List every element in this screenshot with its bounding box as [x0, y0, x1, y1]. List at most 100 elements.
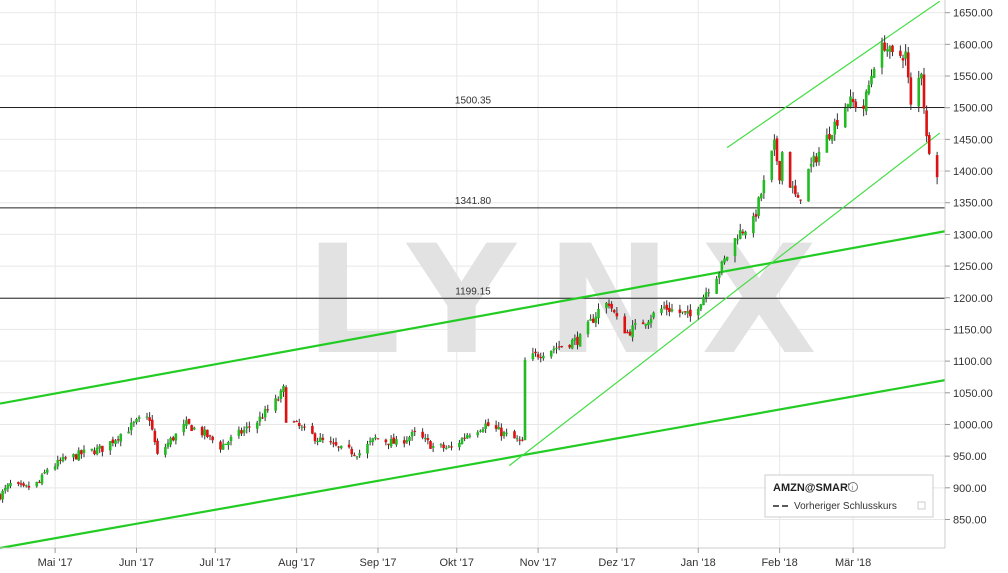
candle-body — [460, 438, 464, 445]
y-tick-label: 1150.00 — [953, 324, 992, 336]
candle-body — [762, 180, 766, 194]
candle-body — [906, 52, 910, 78]
candle-body — [276, 399, 280, 401]
candle-body — [19, 483, 23, 485]
candle-body — [22, 483, 25, 486]
y-tick-label: 1050.00 — [953, 388, 993, 400]
candle-body — [156, 440, 159, 454]
candle-body — [909, 77, 913, 105]
candle-body — [6, 484, 10, 489]
candle-body — [80, 450, 83, 455]
candle-body — [192, 427, 196, 430]
trend-line — [508, 132, 941, 467]
candle-body — [355, 456, 359, 458]
candle-body — [413, 430, 417, 432]
candle-body — [552, 348, 556, 351]
candle-body — [187, 418, 191, 424]
candle-body — [219, 441, 222, 450]
legend: AMZN@SMART i Vorheriger Schlusskurs — [764, 474, 934, 518]
candle-body — [586, 321, 590, 335]
candle-body — [576, 336, 579, 345]
candle-body — [45, 469, 49, 473]
candle-body — [148, 417, 151, 421]
candle-body — [851, 98, 855, 103]
candle-body — [200, 426, 204, 436]
candle-body — [0, 494, 2, 500]
candle-body — [846, 104, 850, 108]
candle-body — [9, 483, 12, 487]
candle-body — [263, 409, 267, 418]
x-tick-label: Dez '17 — [598, 557, 635, 569]
candle-body — [641, 322, 645, 325]
legend-symbol: AMZN@SMART — [773, 482, 855, 494]
candle-body — [384, 439, 388, 443]
candle-body — [557, 346, 561, 348]
x-tick-label: Jun '17 — [119, 557, 154, 569]
y-tick-label: 850.00 — [953, 514, 987, 526]
candle-body — [153, 430, 157, 443]
candle-body — [736, 239, 739, 241]
candle-body — [450, 446, 453, 448]
candle-body — [849, 96, 852, 107]
candle-body — [707, 292, 711, 294]
horizontal-levels: 1500.35 1341.80 1199.15 — [0, 95, 945, 299]
candle-body — [329, 441, 333, 443]
candle-body — [431, 445, 435, 448]
candle-body — [1, 490, 4, 500]
y-tick-label: 1400.00 — [953, 166, 993, 178]
x-tick-label: Mär '18 — [835, 557, 871, 569]
candle-body — [825, 134, 829, 153]
candle-body — [612, 310, 616, 313]
candle-body — [486, 422, 490, 426]
candle-body — [917, 77, 921, 107]
candle-body — [258, 416, 262, 422]
candle-body — [374, 437, 377, 439]
candle-body — [350, 448, 354, 455]
candle-body — [904, 51, 907, 59]
candle-body — [300, 426, 304, 428]
candle-body — [925, 110, 928, 137]
candle-body — [631, 325, 634, 338]
candle-body — [353, 454, 356, 456]
candle-body — [248, 426, 251, 428]
candle-body — [497, 427, 501, 430]
candle-body — [555, 347, 558, 349]
candle-body — [901, 58, 905, 61]
candle-body — [854, 101, 858, 108]
x-tick-label: Sep '17 — [360, 557, 397, 569]
legend-checkbox[interactable] — [917, 501, 926, 510]
candle-body — [465, 434, 469, 439]
candle-body — [164, 447, 167, 455]
candle-body — [56, 459, 60, 467]
candle-body — [237, 429, 241, 436]
candle-body — [476, 432, 480, 436]
candle-body — [670, 309, 674, 312]
candle-body — [872, 68, 876, 78]
candle-body — [274, 398, 277, 411]
candle-body — [166, 442, 170, 448]
candle-body — [255, 422, 259, 429]
candle-body — [752, 216, 755, 234]
candlestick-series — [0, 35, 939, 503]
y-tick-label: 1650.00 — [953, 8, 993, 20]
candle-body — [888, 46, 892, 52]
candle-body — [668, 307, 671, 312]
candle-body — [72, 454, 75, 458]
legend-box — [764, 474, 934, 518]
candle-body — [807, 168, 810, 202]
candle-body — [35, 481, 39, 487]
candle-body — [870, 75, 873, 85]
candle-body — [828, 133, 831, 140]
x-tick-label: Feb '18 — [761, 557, 797, 569]
candle-body — [429, 441, 432, 449]
candle-body — [221, 444, 225, 450]
candle-body — [883, 42, 886, 51]
candle-body — [337, 446, 340, 448]
candle-body — [686, 311, 690, 314]
candle-body — [82, 449, 86, 453]
candle-body — [891, 45, 894, 53]
candle-body — [788, 152, 792, 188]
candle-body — [224, 443, 228, 445]
candle-body — [702, 297, 705, 306]
